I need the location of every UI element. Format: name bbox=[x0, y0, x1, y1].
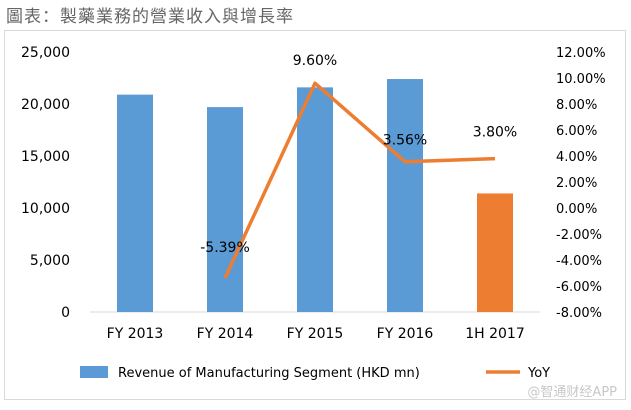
right-tick-label: -2.00% bbox=[556, 228, 602, 243]
x-tick-label: FY 2013 bbox=[107, 326, 164, 342]
x-tick-label: FY 2014 bbox=[197, 326, 254, 342]
bar bbox=[297, 87, 333, 312]
left-tick-label: 25,000 bbox=[21, 45, 70, 61]
left-axis: 0 5,000 10,000 15,000 20,000 25,000 bbox=[21, 45, 70, 321]
bar-series bbox=[117, 79, 513, 313]
right-tick-label: -8.00% bbox=[556, 306, 602, 321]
yoy-data-label: -5.39% bbox=[200, 240, 250, 256]
yoy-data-label: 3.56% bbox=[383, 133, 427, 149]
chart-title: 圖表：製藥業務的營業收入與增長率 bbox=[6, 7, 294, 27]
x-axis: FY 2013 FY 2014 FY 2015 FY 2016 1H 2017 bbox=[90, 311, 540, 342]
yoy-data-label: 3.80% bbox=[473, 125, 517, 141]
x-tick-label: FY 2016 bbox=[377, 326, 434, 342]
yoy-line bbox=[223, 81, 496, 279]
watermark: @智通财经APP bbox=[527, 385, 617, 400]
legend-line-label: YoY bbox=[527, 366, 550, 381]
right-tick-label: 8.00% bbox=[556, 98, 597, 113]
right-tick-label: -6.00% bbox=[556, 280, 602, 295]
legend-bar-label: Revenue of Manufacturing Segment (HKD mn… bbox=[118, 366, 420, 381]
right-tick-label: -4.00% bbox=[556, 254, 602, 269]
right-tick-label: 2.00% bbox=[556, 176, 597, 191]
bar bbox=[117, 94, 153, 312]
data-labels: -5.39% 9.60% 3.56% 3.80% bbox=[200, 53, 517, 256]
right-tick-label: 12.00% bbox=[556, 46, 606, 61]
left-tick-label: 5,000 bbox=[30, 253, 70, 269]
right-tick-label: 10.00% bbox=[556, 72, 606, 87]
right-tick-label: 6.00% bbox=[556, 124, 597, 139]
right-tick-label: 0.00% bbox=[556, 202, 597, 217]
left-tick-label: 0 bbox=[61, 305, 70, 321]
x-tick-label: FY 2015 bbox=[287, 326, 344, 342]
line-series bbox=[223, 81, 496, 279]
legend-bar-swatch bbox=[80, 366, 108, 378]
right-axis: -8.00% -6.00% -4.00% -2.00% 0.00% 2.00% 4.00% 6… bbox=[556, 46, 606, 321]
legend: Revenue of Manufacturing Segment (HKD mn… bbox=[80, 366, 550, 381]
right-tick-label: 4.00% bbox=[556, 150, 597, 165]
chart-frame bbox=[4, 30, 626, 400]
yoy-data-label: 9.60% bbox=[293, 53, 337, 69]
left-tick-label: 20,000 bbox=[21, 97, 70, 113]
bar bbox=[387, 79, 423, 312]
bar bbox=[207, 107, 243, 313]
left-tick-label: 15,000 bbox=[21, 149, 70, 165]
x-tick-label: 1H 2017 bbox=[465, 326, 525, 342]
bar bbox=[477, 193, 513, 312]
left-tick-label: 10,000 bbox=[21, 201, 70, 217]
